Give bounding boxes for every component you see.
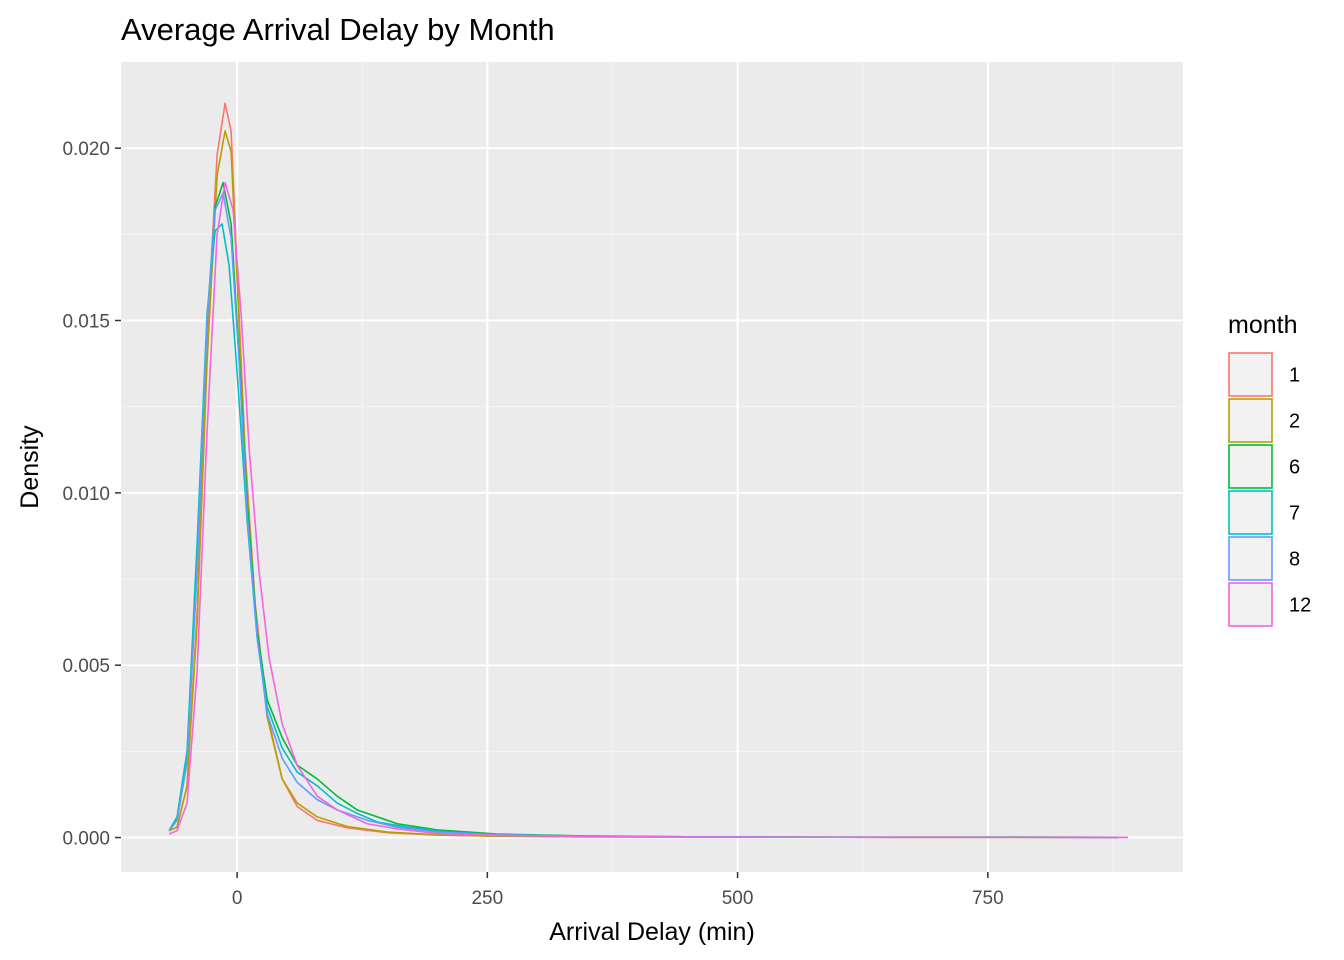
y-tick-label: 0.020 [62, 139, 110, 160]
legend-label-month-6: 6 [1289, 457, 1300, 479]
density-line-month-12 [168, 181, 1128, 839]
legend-key-month-7 [1228, 490, 1273, 535]
x-tick-label: 750 [972, 888, 1004, 909]
y-axis-ticks: 0.000 0.005 0.010 0.015 0.020 [62, 139, 121, 850]
y-tick-label: 0.010 [62, 484, 110, 505]
density-lines [168, 102, 1128, 839]
x-tick-label: 250 [471, 888, 503, 909]
x-axis-title: Arrival Delay (min) [549, 918, 755, 946]
legend-key-month-2 [1228, 398, 1273, 443]
legend-label-month-8: 8 [1289, 549, 1300, 571]
legend-label-month-7: 7 [1289, 503, 1300, 525]
y-axis-title: Density [16, 425, 44, 509]
legend-label-month-2: 2 [1289, 411, 1300, 433]
major-gridlines [121, 62, 1183, 872]
minor-gridlines [121, 62, 1183, 872]
chart-title: Average Arrival Delay by Month [121, 12, 555, 47]
y-tick-label: 0.015 [62, 312, 110, 333]
x-tick-label: 0 [232, 888, 243, 909]
x-axis-ticks: 0 250 500 750 [232, 872, 1004, 909]
legend-label-month-12: 12 [1289, 595, 1311, 617]
legend-label-month-1: 1 [1289, 365, 1300, 387]
legend-key-month-6 [1228, 444, 1273, 489]
legend-key-month-8 [1228, 536, 1273, 581]
y-tick-label: 0.000 [62, 829, 110, 850]
legend-key-month-1 [1228, 352, 1273, 397]
legend-title: month [1228, 311, 1297, 339]
x-tick-label: 500 [722, 888, 754, 909]
y-tick-label: 0.005 [62, 656, 110, 677]
plot-panel [121, 62, 1183, 872]
legend-key-month-12 [1228, 582, 1273, 627]
